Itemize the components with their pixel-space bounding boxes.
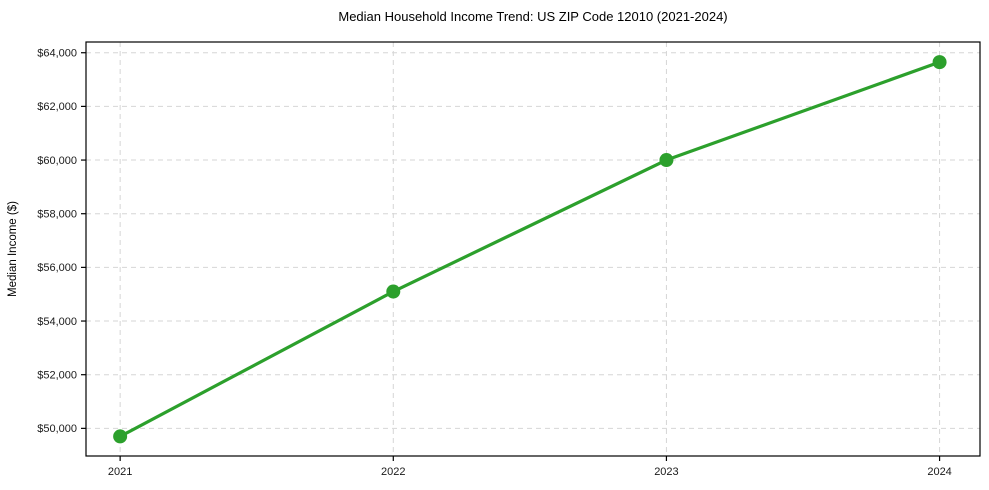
- y-tick-label: $64,000: [37, 48, 77, 60]
- data-point-marker-2023: [659, 153, 674, 168]
- plot-area: [86, 42, 980, 456]
- axis-layer: $50,000 $52,000 $54,000 $56,000 $58,000 $60,0…: [37, 48, 952, 478]
- y-tick-label: $58,000: [37, 209, 77, 221]
- y-tick-label: $56,000: [37, 262, 77, 274]
- x-tick-label: 2024: [927, 466, 951, 478]
- y-axis-label: Median Income ($): [7, 201, 19, 297]
- y-tick-label: $54,000: [37, 316, 77, 328]
- series-layer: [113, 55, 947, 444]
- chart-title: Median Household Income Trend: US ZIP Co…: [338, 9, 727, 24]
- y-tick-label: $60,000: [37, 155, 77, 167]
- plot-border: [85, 41, 981, 457]
- x-tick-label: 2023: [654, 466, 678, 478]
- income-trend-line: [118, 60, 942, 439]
- y-tick-label: $52,000: [37, 370, 77, 382]
- y-tick-label: $62,000: [37, 101, 77, 113]
- x-tick-label: 2021: [108, 466, 132, 478]
- data-point-marker-2021: [113, 429, 128, 444]
- x-tick-label: 2022: [381, 466, 405, 478]
- y-tick-label: $50,000: [37, 423, 77, 435]
- data-point-marker-2022: [386, 284, 401, 299]
- data-point-marker-2024: [932, 55, 947, 70]
